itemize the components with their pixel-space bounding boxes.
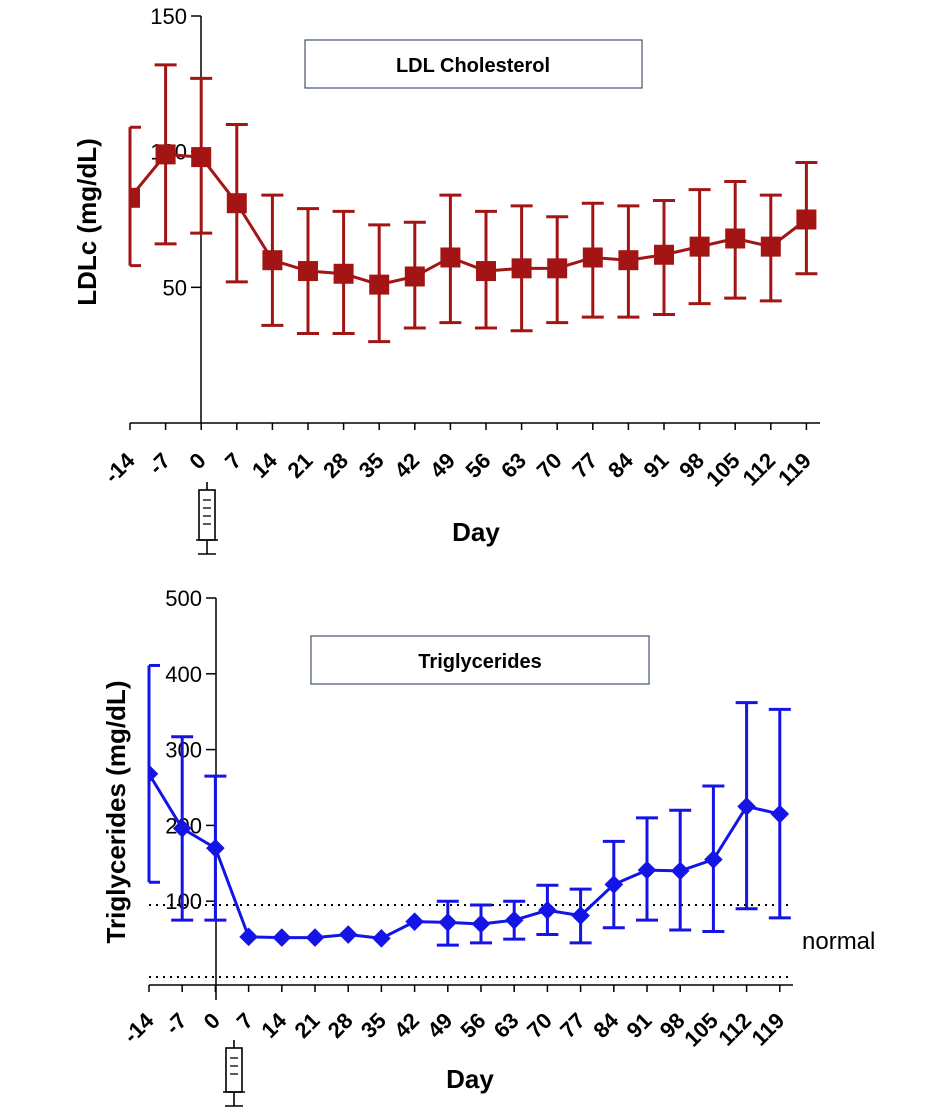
tg-data-point <box>637 860 657 880</box>
ldl-x-tick-label: 105 <box>701 448 745 492</box>
ldl-data-point <box>333 263 354 284</box>
tg-data-point <box>206 838 225 858</box>
ldl-data-point <box>654 244 674 265</box>
ldl-x-tick-label: 42 <box>389 448 424 483</box>
tg-y-tick-label: 400 <box>165 662 202 687</box>
tg-title-box <box>310 635 650 685</box>
tg-x-tick-label: 70 <box>522 1008 557 1043</box>
ldl-data-point <box>725 228 746 249</box>
ldl-x-tick-label: 0 <box>184 448 210 474</box>
ldl-title-box <box>304 39 643 89</box>
ldl-data-point <box>130 187 140 208</box>
ldl-data-point <box>404 266 425 287</box>
tg-x-axis-title: Day <box>446 1064 494 1094</box>
ldl-data-point <box>476 261 496 282</box>
ldl-x-tick-label: 28 <box>318 448 353 483</box>
ldl-data-point <box>440 247 461 268</box>
tg-data-point <box>338 925 358 944</box>
tg-chart-title: Triglycerides <box>418 651 541 673</box>
ldl-x-tick-label: 7 <box>220 448 246 474</box>
normal-range-label: normal <box>802 928 875 955</box>
ldl-x-tick-label: 119 <box>773 448 816 491</box>
tg-x-tick-label: 21 <box>290 1008 325 1043</box>
ldl-x-tick-label: 56 <box>461 448 496 483</box>
tg-x-tick-label: 35 <box>356 1008 391 1043</box>
ldl-chart-title: LDL Cholesterol <box>396 55 550 77</box>
ldl-data-point <box>511 258 532 279</box>
ldl-y-tick-label: 50 <box>163 275 187 300</box>
ldl-x-tick-label: 21 <box>283 448 318 483</box>
tg-data-point <box>172 819 192 838</box>
ldl-x-tick-label: 77 <box>567 448 602 483</box>
tg-x-tick-label: 49 <box>422 1008 457 1043</box>
ldl-data-point <box>226 193 247 214</box>
tg-x-tick-label: 0 <box>199 1008 225 1034</box>
tg-data-point <box>438 913 458 932</box>
tg-x-tick-label: 28 <box>323 1008 358 1043</box>
ldl-data-point <box>191 147 212 168</box>
tg-x-tick-label: 63 <box>489 1008 524 1043</box>
ldl-x-tick-label: 84 <box>603 447 639 483</box>
tg-series-line <box>147 773 781 940</box>
ldl-data-point <box>689 236 710 257</box>
tg-data-point <box>670 861 690 881</box>
tg-data-point <box>272 928 292 947</box>
tg-x-tick-label: 77 <box>555 1008 590 1043</box>
tg-x-tick-label: 7 <box>232 1008 258 1034</box>
ldl-x-tick-label: -7 <box>144 448 176 480</box>
tg-x-tick-label: 56 <box>456 1008 491 1043</box>
tg-data-point <box>471 914 491 934</box>
ldl-data-point <box>262 250 283 271</box>
ldl-data-point <box>298 261 318 282</box>
ldl-data-point <box>618 250 639 271</box>
tg-data-point <box>604 875 624 894</box>
ldl-x-tick-label: 49 <box>425 448 460 483</box>
tg-x-tick-label: 119 <box>747 1008 790 1051</box>
tg-data-point <box>149 764 159 784</box>
ldl-data-point <box>760 236 781 257</box>
ldl-x-tick-label: 35 <box>354 448 389 483</box>
tg-data-point <box>239 927 258 947</box>
tg-x-tick-label: 91 <box>622 1008 657 1043</box>
ldl-data-point <box>582 247 603 268</box>
ldl-x-tick-label: 91 <box>639 448 674 483</box>
ldl-data-point <box>369 274 390 295</box>
ldl-x-tick-label: -14 <box>99 447 140 488</box>
ldl-data-point <box>796 209 817 230</box>
ldl-data-point <box>547 258 568 279</box>
tg-data-point <box>405 912 424 931</box>
ldl-x-axis-title: Day <box>452 517 500 547</box>
tg-y-tick-label: 500 <box>165 586 202 611</box>
tg-x-tick-label: 84 <box>588 1007 624 1043</box>
tg-data-point <box>704 850 723 869</box>
ldl-y-tick-label: 150 <box>150 4 187 29</box>
syringe-icon <box>223 1040 245 1107</box>
tg-data-point <box>504 910 524 930</box>
ldl-x-tick-label: 70 <box>532 448 567 483</box>
ldl-data-point <box>155 144 176 165</box>
ldl-x-tick-label: 112 <box>738 448 781 491</box>
ldl-y-axis-title: LDLc (mg/dL) <box>72 138 102 306</box>
tg-x-tick-label: 42 <box>389 1008 424 1043</box>
tg-data-point <box>571 906 590 925</box>
tg-panel: Triglycerides Triglycerides (mg/dL) Day … <box>101 586 875 1107</box>
ldl-x-tick-label: 14 <box>247 447 283 483</box>
tg-data-point <box>305 928 325 947</box>
tg-y-axis-title: Triglycerides (mg/dL) <box>101 681 131 944</box>
tg-x-tick-label: -14 <box>118 1007 159 1048</box>
ldl-x-tick-label: 63 <box>496 448 531 483</box>
tg-x-tick-label: -7 <box>160 1008 192 1040</box>
tg-data-point <box>770 804 790 824</box>
ldl-series-line <box>128 152 808 287</box>
ldl-panel: LDL Cholesterol LDLc (mg/dL) Day 5010015… <box>72 4 820 555</box>
tg-data-point <box>538 900 557 920</box>
syringe-icon <box>196 482 218 555</box>
tg-data-point <box>737 797 756 816</box>
tg-x-tick-label: 14 <box>256 1007 292 1043</box>
tg-data-point <box>372 929 391 948</box>
